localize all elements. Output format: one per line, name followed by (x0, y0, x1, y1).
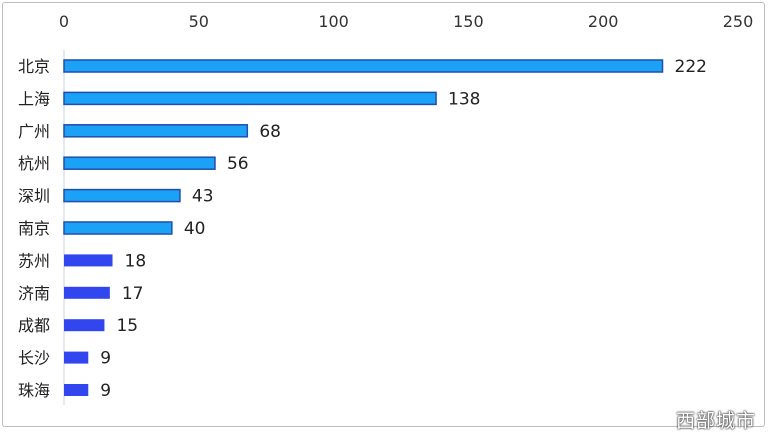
data-label: 222 (675, 57, 707, 77)
category-label: 苏州 (18, 251, 50, 270)
bar (63, 124, 249, 138)
x-tick-label: 100 (318, 12, 349, 31)
x-tick-label: 50 (189, 12, 209, 31)
x-tick-label: 250 (723, 12, 754, 31)
category-label: 上海 (18, 89, 50, 108)
data-label: 17 (122, 284, 144, 304)
data-label: 15 (116, 316, 138, 336)
bar (63, 91, 437, 106)
watermark-text: 西部城市 (675, 410, 756, 432)
bar (64, 286, 110, 299)
category-label: 广州 (18, 122, 50, 141)
category-label: 长沙 (18, 349, 50, 368)
data-label: 9 (100, 381, 111, 401)
data-label: 68 (259, 122, 281, 142)
category-label: 南京 (18, 219, 50, 238)
bar (64, 319, 105, 332)
x-tick-label: 200 (588, 12, 619, 31)
bar (63, 59, 664, 73)
data-label: 56 (227, 154, 249, 174)
category-label: 深圳 (18, 187, 50, 206)
x-tick-label: 150 (453, 12, 484, 31)
bar (63, 221, 173, 235)
x-tick-label: 0 (59, 12, 69, 31)
data-label: 9 (100, 349, 111, 369)
data-label: 43 (192, 187, 214, 207)
chart-frame (2, 2, 765, 427)
bar (64, 351, 89, 364)
bar (63, 156, 216, 170)
bar (64, 384, 89, 396)
data-label: 18 (125, 251, 147, 271)
data-label: 138 (448, 89, 480, 109)
category-label: 济南 (18, 284, 50, 303)
bar (63, 188, 181, 203)
data-label: 40 (184, 219, 206, 239)
category-label: 珠海 (18, 381, 50, 400)
category-label: 成都 (18, 316, 50, 335)
category-label: 北京 (18, 57, 50, 76)
category-label: 杭州 (18, 154, 50, 173)
bar (64, 254, 113, 267)
